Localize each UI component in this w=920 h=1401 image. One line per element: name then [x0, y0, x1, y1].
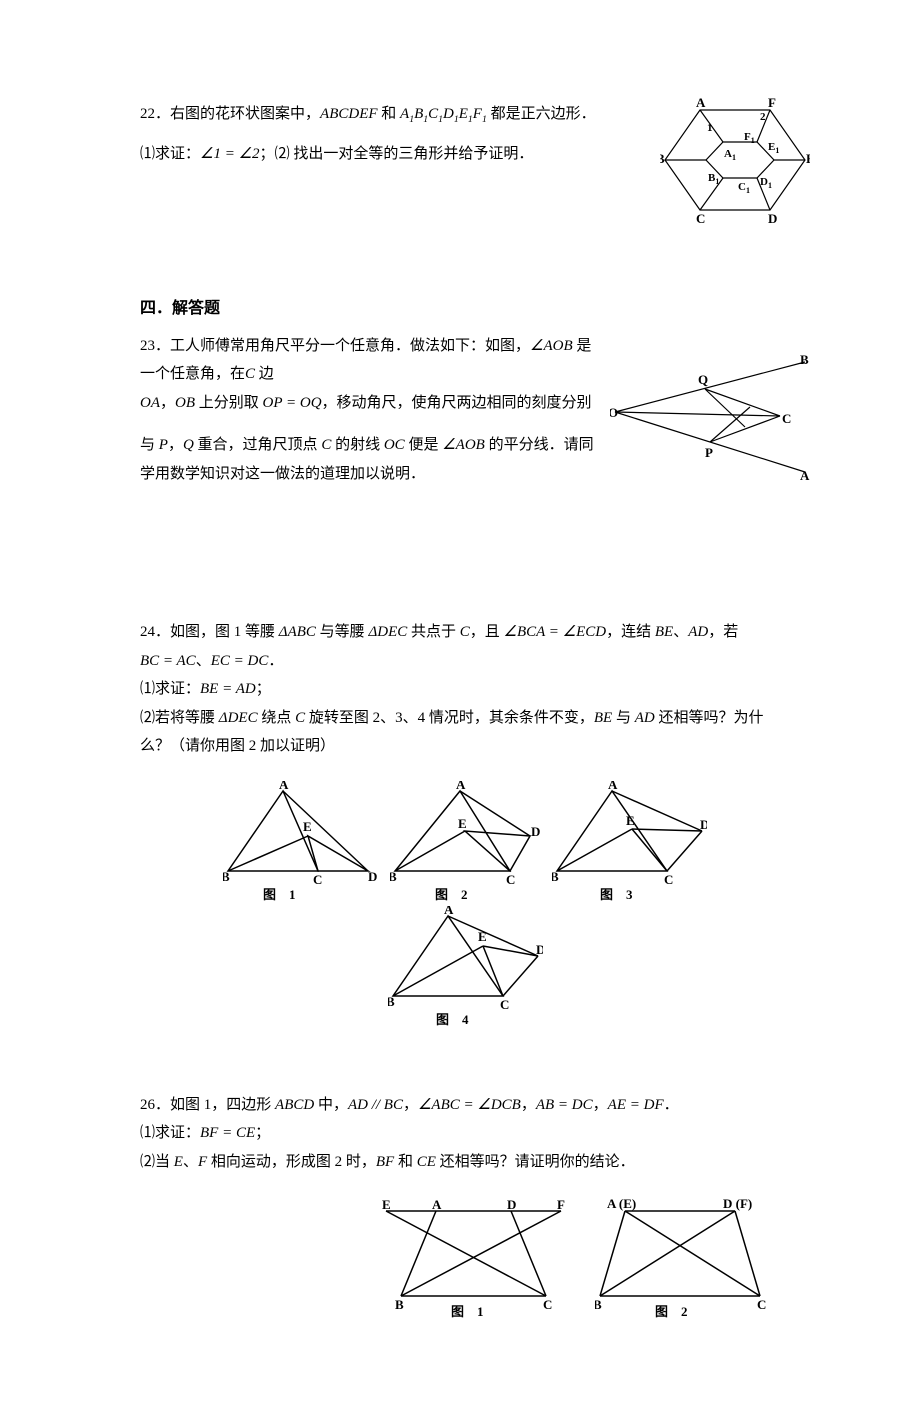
p26-line1: 26．如图 1，四边形 ABCD 中，AD // BC，∠ABC = ∠DCB，… — [140, 1091, 790, 1120]
label-B: B — [660, 151, 665, 166]
svg-text:图 4: 图 4 — [436, 1012, 469, 1027]
label-D: D — [768, 211, 777, 226]
svg-text:1: 1 — [707, 122, 713, 134]
svg-text:D1: D1 — [760, 176, 772, 190]
svg-text:P: P — [705, 445, 713, 460]
svg-text:2: 2 — [760, 111, 766, 123]
p26-fig1: E A D F B C 图 1 — [381, 1196, 571, 1321]
svg-text:C: C — [500, 997, 509, 1012]
svg-text:B: B — [595, 1297, 602, 1312]
svg-text:C1: C1 — [738, 181, 750, 195]
svg-text:图 1: 图 1 — [451, 1304, 484, 1319]
p26-part1: ⑴求证：BF = CE； — [140, 1119, 790, 1148]
svg-text:A1: A1 — [724, 148, 736, 162]
p23-body: 23．工人师傅常用角尺平分一个任意角．做法如下：如图，∠AOB 是一个任意角，在… — [140, 332, 600, 489]
section-4-title: 四．解答题 — [140, 294, 790, 324]
svg-text:B: B — [552, 869, 559, 884]
problem-24: 24．如图，图 1 等腰 ΔABC 与等腰 ΔDEC 共点于 C，且 ∠BCA … — [140, 618, 790, 1071]
svg-text:D: D — [700, 817, 707, 832]
svg-text:F: F — [557, 1197, 565, 1212]
svg-text:D: D — [507, 1197, 516, 1212]
p24-fig2: A B C D E 图 2 — [390, 781, 540, 906]
svg-text:B1: B1 — [708, 172, 719, 186]
p24-fig3: A B C D E 图 3 — [552, 781, 707, 906]
svg-text:C: C — [313, 872, 322, 887]
p26-figures: E A D F B C 图 1 — [140, 1196, 790, 1321]
p26-fig2: A (E) D (F) B C 图 2 — [595, 1196, 770, 1321]
svg-text:图 2: 图 2 — [655, 1304, 688, 1319]
p24-figures: A B C D E 图 1 A B C — [140, 781, 790, 1031]
svg-text:C: C — [664, 872, 673, 887]
p22-num: 22． — [140, 106, 170, 122]
svg-text:C: C — [506, 872, 515, 887]
svg-text:图 2: 图 2 — [435, 887, 468, 902]
svg-text:D (F): D (F) — [723, 1196, 752, 1211]
svg-text:A: A — [432, 1197, 442, 1212]
label-E: E — [806, 151, 810, 166]
svg-text:A (E): A (E) — [607, 1196, 636, 1211]
p26-part2: ⑵当 E、F 相向运动，形成图 2 时，BF 和 CE 还相等吗？请证明你的结论… — [140, 1148, 790, 1177]
svg-text:E: E — [478, 929, 487, 944]
p23-figure: O B A C Q P — [610, 352, 810, 493]
svg-text:A: A — [444, 906, 454, 917]
svg-text:B: B — [800, 352, 809, 367]
problem-22: A F E D C B A1 F1 E1 D1 C1 B1 1 2 22．右 — [140, 100, 790, 249]
svg-text:A: A — [800, 468, 810, 482]
page: A F E D C B A1 F1 E1 D1 C1 B1 1 2 22．右 — [0, 0, 920, 1401]
p24-line1: 24．如图，图 1 等腰 ΔABC 与等腰 ΔDEC 共点于 C，且 ∠BCA … — [140, 618, 790, 647]
p22-figure: A F E D C B A1 F1 E1 D1 C1 B1 1 2 — [660, 95, 810, 246]
svg-text:B: B — [395, 1297, 404, 1312]
svg-text:B: B — [390, 869, 397, 884]
svg-text:D: D — [368, 869, 377, 884]
svg-text:C: C — [782, 411, 791, 426]
svg-text:D: D — [531, 824, 540, 839]
p24-part2: ⑵若将等腰 ΔDEC 绕点 C 旋转至图 2、3、4 情况时，其余条件不变，BE… — [140, 704, 790, 761]
svg-text:Q: Q — [698, 372, 708, 387]
label-A: A — [696, 95, 706, 110]
svg-text:A: A — [608, 781, 618, 792]
svg-text:C: C — [543, 1297, 552, 1312]
svg-text:B: B — [223, 869, 230, 884]
svg-text:A: A — [279, 781, 289, 792]
p24-fig4: A B C D E 图 4 — [388, 906, 543, 1031]
svg-text:D: D — [536, 942, 543, 957]
svg-text:E: E — [458, 816, 467, 831]
svg-text:E: E — [303, 819, 312, 834]
p24-fig1: A B C D E 图 1 — [223, 781, 378, 906]
problem-23: O B A C Q P 23．工人师傅常用角尺平分一个任意角．做法如下：如图，∠… — [140, 332, 790, 599]
svg-text:A: A — [456, 781, 466, 792]
svg-text:图 3: 图 3 — [600, 887, 633, 902]
svg-text:C: C — [757, 1297, 766, 1312]
p24-line2: BC = AC、EC = DC． — [140, 647, 790, 676]
svg-text:B: B — [388, 994, 395, 1009]
problem-26: 26．如图 1，四边形 ABCD 中，AD // BC，∠ABC = ∠DCB，… — [140, 1091, 790, 1322]
svg-text:O: O — [610, 405, 618, 420]
svg-text:E: E — [626, 813, 635, 828]
p24-part1: ⑴求证：BE = AD； — [140, 675, 790, 704]
svg-text:F1: F1 — [744, 131, 755, 145]
svg-text:图 1: 图 1 — [263, 887, 296, 902]
svg-text:E: E — [382, 1197, 391, 1212]
svg-text:E1: E1 — [768, 141, 779, 155]
label-F: F — [768, 95, 776, 110]
label-C: C — [696, 211, 705, 226]
